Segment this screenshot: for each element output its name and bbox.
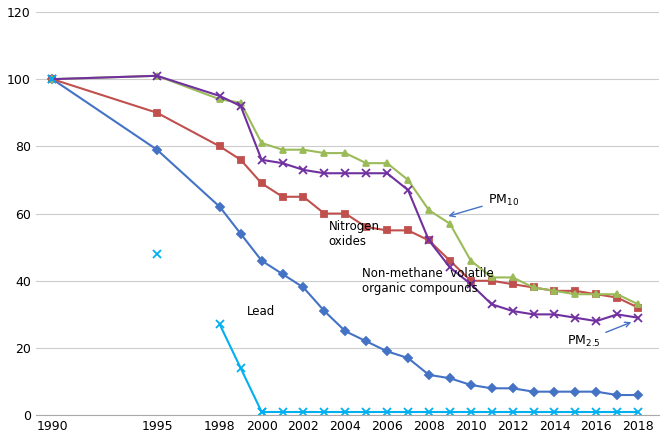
Text: Lead: Lead (247, 305, 275, 318)
Text: Nitrogen
oxides: Nitrogen oxides (328, 220, 380, 248)
Text: PM$_{10}$: PM$_{10}$ (450, 193, 519, 217)
Text: PM$_{2.5}$: PM$_{2.5}$ (567, 322, 630, 349)
Text: Non-methane  volatile
organic compounds: Non-methane volatile organic compounds (362, 268, 494, 295)
